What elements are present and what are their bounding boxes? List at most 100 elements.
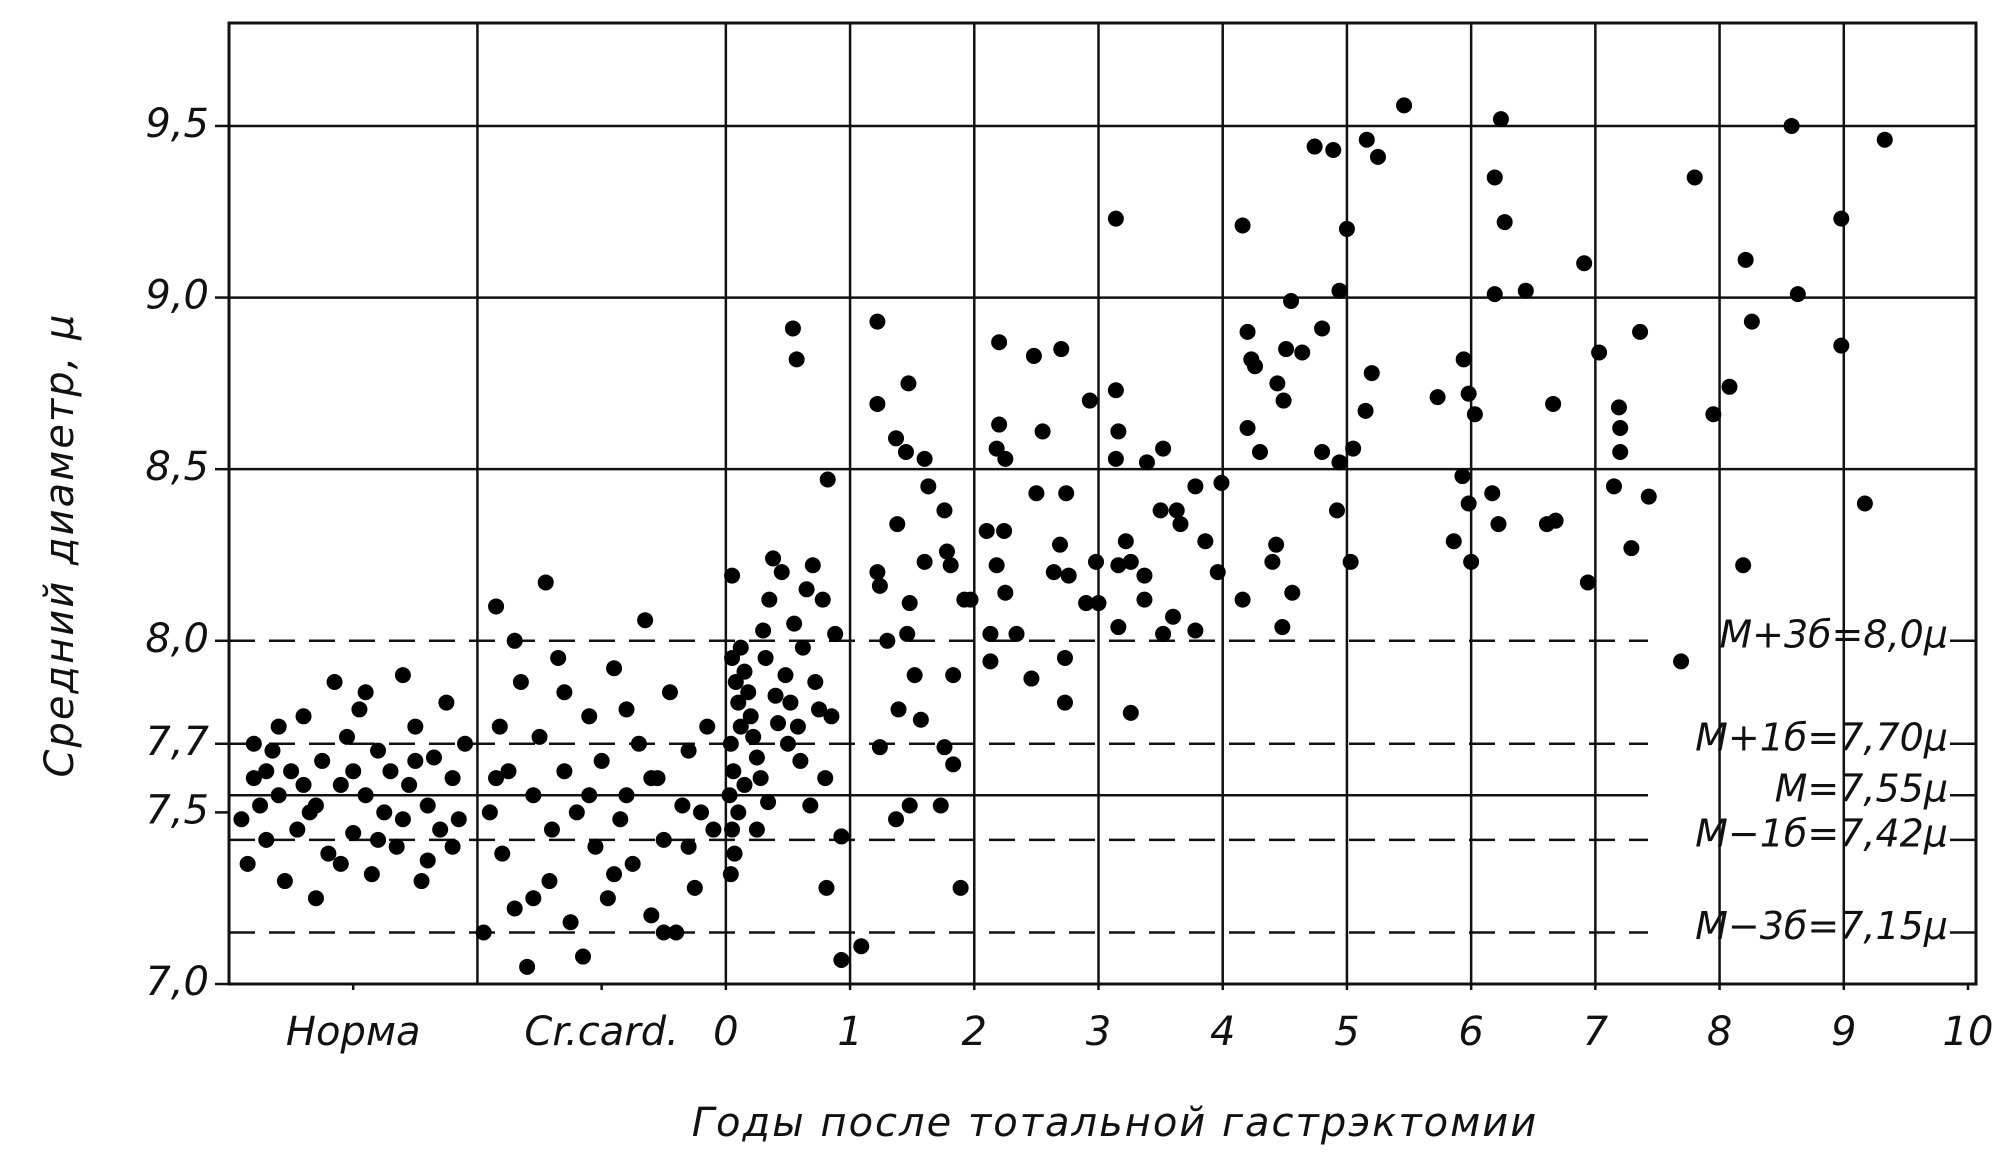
point bbox=[457, 735, 474, 752]
point bbox=[833, 828, 850, 845]
point bbox=[730, 804, 747, 821]
point bbox=[1369, 148, 1386, 165]
point bbox=[438, 694, 455, 711]
point bbox=[661, 684, 678, 701]
point bbox=[270, 787, 287, 804]
point bbox=[388, 838, 405, 855]
x-tick-label: 4 bbox=[1210, 1009, 1235, 1055]
point bbox=[643, 907, 660, 924]
point bbox=[818, 879, 835, 896]
point bbox=[1737, 251, 1754, 268]
point bbox=[568, 804, 585, 821]
point bbox=[1107, 450, 1124, 467]
point bbox=[525, 787, 542, 804]
point bbox=[1486, 286, 1503, 303]
point bbox=[1640, 488, 1657, 505]
x-tick-label: 6 bbox=[1458, 1009, 1483, 1055]
point bbox=[777, 667, 794, 684]
point bbox=[581, 787, 598, 804]
point bbox=[1445, 533, 1462, 550]
point bbox=[879, 632, 896, 649]
point bbox=[1117, 533, 1134, 550]
point bbox=[732, 639, 749, 656]
point bbox=[798, 581, 815, 598]
reference-label: M+1б=7,70μ bbox=[1695, 715, 1948, 759]
point bbox=[407, 752, 424, 769]
point bbox=[1187, 622, 1204, 639]
point bbox=[1623, 540, 1640, 557]
point bbox=[1833, 210, 1850, 227]
point bbox=[245, 770, 262, 787]
point bbox=[1576, 255, 1593, 272]
point bbox=[1314, 444, 1331, 461]
point bbox=[245, 735, 262, 752]
point bbox=[1122, 704, 1139, 721]
point bbox=[755, 622, 772, 639]
point bbox=[1283, 293, 1300, 310]
point bbox=[916, 450, 933, 467]
point bbox=[370, 742, 387, 759]
reference-label: M−1б=7,42μ bbox=[1695, 811, 1948, 855]
point bbox=[512, 673, 529, 690]
point bbox=[1136, 567, 1153, 584]
point bbox=[556, 684, 573, 701]
point bbox=[1008, 625, 1025, 642]
point bbox=[869, 395, 886, 412]
point bbox=[767, 687, 784, 704]
point bbox=[869, 564, 886, 581]
point bbox=[537, 574, 554, 591]
point bbox=[674, 797, 691, 814]
point bbox=[425, 749, 442, 766]
point bbox=[724, 567, 741, 584]
point bbox=[932, 797, 949, 814]
point bbox=[1338, 220, 1355, 237]
point bbox=[699, 718, 716, 735]
point bbox=[1028, 485, 1045, 502]
point bbox=[307, 890, 324, 907]
point bbox=[732, 718, 749, 735]
point bbox=[339, 728, 356, 745]
point bbox=[1612, 419, 1629, 436]
point bbox=[1314, 320, 1331, 337]
point bbox=[1060, 567, 1077, 584]
point bbox=[581, 708, 598, 725]
point bbox=[804, 557, 821, 574]
point bbox=[1034, 423, 1051, 440]
point bbox=[897, 444, 914, 461]
point bbox=[982, 653, 999, 670]
point bbox=[283, 763, 300, 780]
point bbox=[419, 852, 436, 869]
point bbox=[1239, 323, 1256, 340]
point bbox=[1239, 419, 1256, 436]
point bbox=[1090, 595, 1107, 612]
point bbox=[1484, 485, 1501, 502]
point bbox=[1460, 495, 1477, 512]
point bbox=[1110, 423, 1127, 440]
x-tick-label: 1 bbox=[837, 1009, 862, 1055]
point bbox=[1342, 553, 1359, 570]
point bbox=[289, 821, 306, 838]
point bbox=[531, 728, 548, 745]
point bbox=[1284, 584, 1301, 601]
point bbox=[1187, 478, 1204, 495]
point bbox=[475, 924, 492, 941]
point bbox=[1460, 385, 1477, 402]
point bbox=[757, 649, 774, 666]
point bbox=[599, 890, 616, 907]
point bbox=[721, 787, 738, 804]
plot-frame bbox=[227, 21, 1978, 986]
point bbox=[1579, 574, 1596, 591]
point bbox=[562, 914, 579, 931]
point bbox=[1053, 341, 1070, 358]
point bbox=[814, 591, 831, 608]
point bbox=[945, 756, 962, 773]
point bbox=[748, 749, 765, 766]
point bbox=[827, 625, 844, 642]
point bbox=[1234, 217, 1251, 234]
point bbox=[345, 824, 362, 841]
point bbox=[500, 763, 517, 780]
point bbox=[1396, 97, 1413, 114]
point bbox=[978, 522, 995, 539]
point bbox=[1686, 169, 1703, 186]
x-tick-label: 8 bbox=[1707, 1009, 1732, 1055]
